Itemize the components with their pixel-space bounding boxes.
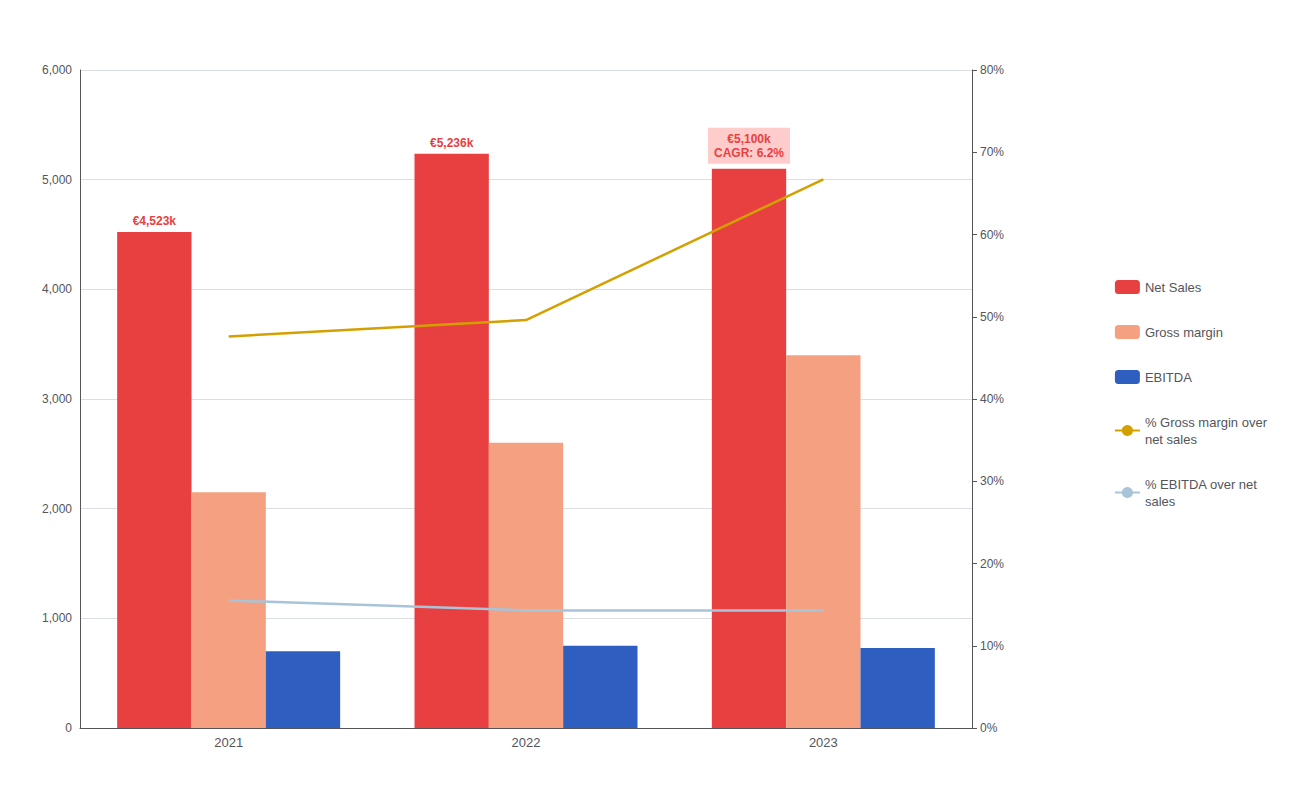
svg-text:60%: 60% (980, 228, 1004, 242)
svg-text:1,000: 1,000 (42, 611, 72, 625)
svg-text:2,000: 2,000 (42, 502, 72, 516)
svg-text:2023: 2023 (809, 735, 838, 750)
svg-text:5,000: 5,000 (42, 173, 72, 187)
svg-text:% EBITDA over net: % EBITDA over net (1145, 477, 1257, 492)
svg-text:net sales: net sales (1145, 432, 1198, 447)
svg-text:50%: 50% (980, 310, 1004, 324)
svg-text:40%: 40% (980, 392, 1004, 406)
svg-text:0: 0 (65, 721, 72, 735)
svg-text:Net Sales: Net Sales (1145, 280, 1202, 295)
svg-text:2022: 2022 (512, 735, 541, 750)
svg-text:6,000: 6,000 (42, 63, 72, 77)
svg-text:4,000: 4,000 (42, 282, 72, 296)
svg-text:2021: 2021 (214, 735, 243, 750)
svg-text:0%: 0% (980, 721, 998, 735)
svg-text:EBITDA: EBITDA (1145, 370, 1192, 385)
svg-text:% Gross margin over: % Gross margin over (1145, 415, 1268, 430)
svg-text:20%: 20% (980, 557, 1004, 571)
svg-text:CAGR: 6.2%: CAGR: 6.2% (714, 146, 784, 160)
svg-text:70%: 70% (980, 145, 1004, 159)
svg-text:sales: sales (1145, 494, 1176, 509)
svg-text:3,000: 3,000 (42, 392, 72, 406)
svg-text:10%: 10% (980, 639, 1004, 653)
svg-text:30%: 30% (980, 474, 1004, 488)
svg-text:80%: 80% (980, 63, 1004, 77)
svg-text:€5,100k: €5,100k (727, 132, 771, 146)
svg-text:€4,523k: €4,523k (133, 214, 177, 228)
svg-text:€5,236k: €5,236k (430, 136, 474, 150)
svg-text:Gross margin: Gross margin (1145, 325, 1223, 340)
